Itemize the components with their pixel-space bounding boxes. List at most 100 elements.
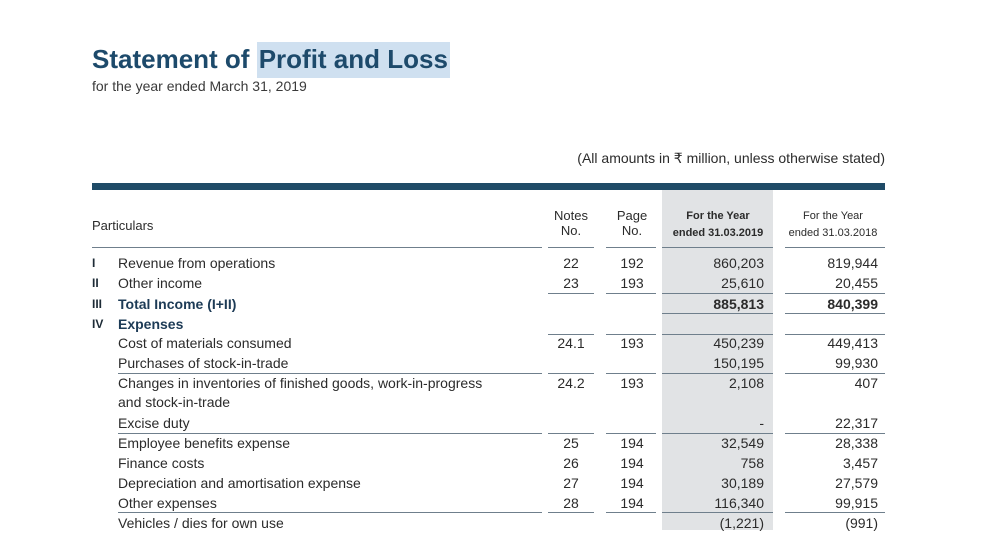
header-notes-line1: Notes	[554, 208, 588, 223]
row-label: Employee benefits expense	[118, 435, 290, 451]
row-label: Revenue from operations	[118, 255, 276, 271]
row-fy2018-value: 27,579	[835, 475, 878, 491]
row-note: 24.2	[557, 375, 585, 391]
row-rule	[662, 313, 773, 314]
row-rule	[118, 373, 542, 374]
row-label: Cost of materials consumed	[118, 335, 292, 351]
table-top-bar	[92, 183, 885, 190]
row-label: Purchases of stock-in-trade	[118, 355, 289, 371]
row-label: Depreciation and amortisation expense	[118, 475, 361, 491]
header-notes: Notes No.	[551, 208, 591, 238]
row-note: 22	[563, 255, 579, 271]
row-note: 27	[563, 475, 579, 491]
row-fy2018-value: 20,455	[835, 275, 878, 291]
row-rule	[785, 334, 885, 335]
row-rule	[548, 334, 594, 335]
row-label: Total Income (I+II)	[118, 296, 237, 312]
current-year-column-shading	[662, 190, 773, 530]
row-rule	[662, 334, 773, 335]
row-fy2019-value: (1,221)	[719, 515, 764, 531]
page-title: Statement of Profit and Loss	[92, 42, 450, 78]
row-fy2018-value: (991)	[845, 515, 878, 531]
header-rule-fy2019	[662, 247, 773, 248]
row-fy2018-value: 22,317	[835, 415, 878, 431]
row-rule	[606, 293, 656, 294]
row-fy2019-value: 758	[740, 455, 764, 471]
row-rule	[662, 373, 773, 374]
header-rule-notes	[548, 247, 594, 248]
row-rule	[548, 433, 594, 434]
row-note: 23	[563, 275, 579, 291]
header-notes-line2: No.	[560, 223, 582, 238]
row-rule	[662, 433, 773, 434]
row-page: 194	[620, 475, 644, 491]
row-rule	[785, 313, 885, 314]
row-label: Other income	[118, 275, 203, 291]
row-rule	[606, 512, 656, 513]
row-note: 24.1	[557, 335, 585, 351]
row-rule	[785, 373, 885, 374]
table-row: Excise duty - 22,317	[0, 413, 997, 433]
row-fy2019-value: 450,239	[713, 335, 764, 351]
row-rule	[785, 433, 885, 434]
header-fy2019-line1: For the Year	[686, 210, 750, 222]
row-fy2019-value: 32,549	[721, 435, 764, 451]
row-rule	[606, 334, 656, 335]
row-fy2018-value: 840,399	[827, 296, 878, 312]
row-fy2019-value: 2,108	[728, 375, 764, 391]
header-page-line2: No.	[621, 223, 643, 238]
table-row: II Other income 23 193 25,610 20,455	[0, 273, 997, 293]
row-fy2018-value: 407	[854, 375, 878, 391]
row-fy2019-value: 150,195	[713, 355, 764, 371]
header-fy2018: For the Year ended 31.03.2018	[783, 208, 883, 242]
header-fy2019: For the Year ended 31.03.2019	[666, 208, 770, 242]
row-fy2018-value: 99,930	[835, 355, 878, 371]
header-fy2018-line1: For the Year	[803, 210, 863, 222]
table-row: Other expenses 28 194 116,340 99,915	[0, 493, 997, 513]
row-fy2018-value: 28,338	[835, 435, 878, 451]
title-highlight: Profit and Loss	[256, 42, 450, 78]
table-row: I Revenue from operations 22 192 860,203…	[0, 253, 997, 273]
row-fy2018-value: 819,944	[827, 255, 878, 271]
header-particulars: Particulars	[92, 218, 154, 233]
row-fy2018-value: 3,457	[842, 455, 878, 471]
header-page: Page No.	[611, 208, 653, 238]
row-rule	[118, 512, 542, 513]
row-page: 193	[620, 375, 644, 391]
row-rule	[662, 512, 773, 513]
row-fy2018-value: 99,915	[835, 495, 878, 511]
table-row-partial: Vehicles / dies for own use (1,221) (991…	[0, 513, 997, 533]
row-rule	[118, 433, 542, 434]
row-page: 193	[620, 335, 644, 351]
row-fy2019-value: 885,813	[713, 296, 764, 312]
row-note: 28	[563, 495, 579, 511]
table-row: Depreciation and amortisation expense 27…	[0, 473, 997, 493]
row-numeral: III	[92, 297, 103, 311]
row-label: Changes in inventories of finished goods…	[118, 375, 483, 391]
row-page: 194	[620, 495, 644, 511]
row-page: 192	[620, 255, 644, 271]
row-fy2018-value: 449,413	[827, 335, 878, 351]
row-rule	[548, 512, 594, 513]
header-fy2018-line2: ended 31.03.2018	[788, 227, 878, 239]
table-row: Changes in inventories of finished goods…	[0, 373, 997, 393]
row-label: Finance costs	[118, 455, 205, 471]
header-page-line1: Page	[616, 208, 648, 223]
row-label: Vehicles / dies for own use	[118, 515, 284, 531]
header-rule-fy2018	[785, 247, 885, 248]
table-row: Cost of materials consumed 24.1 193 450,…	[0, 333, 997, 353]
header-fy2019-line2: ended 31.03.2019	[672, 227, 764, 239]
row-note: 25	[563, 435, 579, 451]
row-fy2019-value: -	[759, 415, 764, 431]
table-row-total: III Total Income (I+II) 885,813 840,399	[0, 294, 997, 314]
row-page: 194	[620, 455, 644, 471]
row-numeral: I	[92, 256, 96, 270]
row-numeral: IV	[92, 317, 104, 331]
row-label: Expenses	[118, 316, 184, 332]
amounts-note: (All amounts in ₹ million, unless otherw…	[577, 150, 885, 166]
table-row-section: IV Expenses	[0, 314, 997, 334]
header-rule-page	[606, 247, 656, 248]
row-fy2019-value: 30,189	[721, 475, 764, 491]
table-row-continuation: and stock-in-trade	[0, 392, 997, 412]
row-rule	[785, 293, 885, 294]
